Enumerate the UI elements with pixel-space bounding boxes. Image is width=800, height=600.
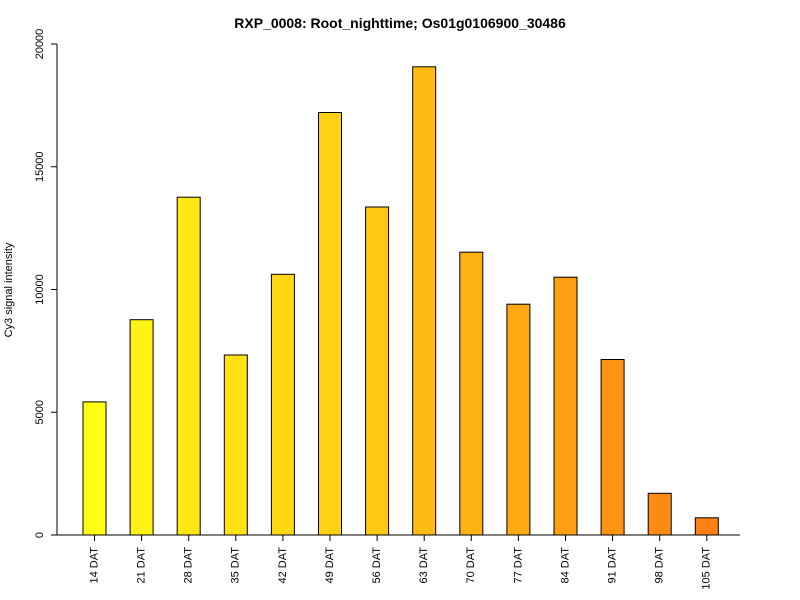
bar-14-dat — [82, 401, 107, 536]
x-tick-label: 77 DAT — [512, 547, 524, 584]
bar-91-dat — [600, 359, 625, 536]
x-tick-label: 21 DAT — [136, 547, 148, 584]
x-tick-label: 105 DAT — [701, 547, 713, 590]
bar-98-dat — [647, 492, 672, 536]
bar-77-dat — [506, 303, 531, 536]
x-tick-label: 70 DAT — [465, 547, 477, 584]
bar-70-dat — [459, 251, 484, 536]
x-tick-label: 35 DAT — [230, 547, 242, 584]
bar-105-dat — [694, 517, 719, 536]
bar-21-dat — [129, 319, 154, 536]
y-tick-label: 15000 — [34, 151, 46, 182]
bar-63-dat — [412, 66, 437, 536]
bar-35-dat — [223, 354, 248, 536]
bar-56-dat — [365, 206, 390, 536]
x-tick-label: 84 DAT — [559, 547, 571, 584]
x-tick-label: 91 DAT — [607, 547, 619, 584]
y-ticks-group: 0 5000 10000 15000 20000 — [34, 29, 57, 538]
x-tick-label: 28 DAT — [183, 547, 195, 584]
y-tick-label: 20000 — [34, 29, 46, 60]
y-tick-label: 5000 — [34, 400, 46, 424]
x-tick-label: 42 DAT — [277, 547, 289, 584]
y-tick-label: 0 — [34, 532, 46, 538]
y-tick-label: 10000 — [34, 274, 46, 305]
chart-title: RXP_0008: Root_nighttime; Os01g0106900_3… — [234, 15, 566, 31]
x-tick-label: 63 DAT — [418, 547, 430, 584]
x-ticks-group: 14 DAT 21 DAT 28 DAT 35 DAT 42 DAT 49 DAT 56 D… — [88, 535, 713, 590]
bars-group — [82, 66, 719, 536]
x-tick-label: 98 DAT — [654, 547, 666, 584]
x-tick-label: 49 DAT — [324, 547, 336, 584]
bar-28-dat — [176, 196, 201, 536]
bar-84-dat — [553, 276, 578, 536]
bar-42-dat — [270, 273, 295, 536]
x-tick-label: 14 DAT — [88, 547, 100, 584]
y-axis-title: Cy3 signal intensity — [3, 242, 15, 337]
x-tick-label: 56 DAT — [371, 547, 383, 584]
bar-49-dat — [318, 112, 342, 536]
